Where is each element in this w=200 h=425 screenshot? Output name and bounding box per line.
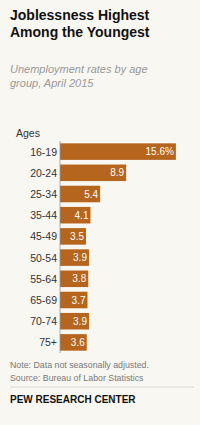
footer: PEW RESEARCH CENTER bbox=[10, 394, 136, 405]
background bbox=[0, 0, 200, 425]
title-line: Joblessness Highest bbox=[10, 7, 150, 23]
axis-line bbox=[60, 141, 61, 353]
data-label: 8.9 bbox=[110, 167, 124, 178]
chart: Joblessness HighestAmong the Youngest Une… bbox=[0, 0, 200, 425]
y-tick-label: 75+ bbox=[39, 336, 57, 348]
bar bbox=[60, 292, 87, 309]
y-tick-label: 25-34 bbox=[30, 188, 57, 200]
title-line: Among the Youngest bbox=[10, 24, 150, 40]
footer-line: PEW RESEARCH CENTER bbox=[10, 394, 136, 405]
subtitle-line: group, April 2015 bbox=[10, 77, 94, 89]
bar bbox=[60, 249, 89, 266]
data-label: 5.4 bbox=[84, 189, 98, 200]
y-tick-label: 70-74 bbox=[30, 315, 57, 327]
data-label: 3.8 bbox=[72, 273, 86, 284]
subtitle: Unemployment rates by age group, April 20… bbox=[10, 63, 148, 89]
y-tick-labels: 16-19 20-24 25-34 35-44 45-49 50-54 55-64 65-69… bbox=[30, 146, 57, 349]
y-axis-label: Ages bbox=[16, 127, 40, 139]
data-label: 3.5 bbox=[70, 231, 84, 242]
bar bbox=[60, 165, 126, 182]
bar bbox=[60, 228, 86, 245]
data-label: 4.1 bbox=[75, 210, 89, 221]
bar bbox=[60, 207, 90, 224]
subtitle-line: Unemployment rates by age bbox=[10, 63, 148, 75]
data-label: 15.6% bbox=[146, 146, 174, 157]
bar bbox=[60, 186, 100, 203]
note: Note: Data not seasonally adjusted. Sourc… bbox=[10, 360, 149, 383]
y-tick-label: 65-69 bbox=[30, 294, 57, 306]
y-tick-label: 20-24 bbox=[30, 167, 57, 179]
bar bbox=[60, 143, 176, 160]
data-label: 3.6 bbox=[71, 337, 85, 348]
note-line: Note: Data not seasonally adjusted. bbox=[10, 360, 149, 370]
bars bbox=[60, 143, 176, 350]
note-line: Source: Bureau of Labor Statistics bbox=[10, 373, 144, 383]
bar bbox=[60, 334, 87, 351]
bar bbox=[60, 313, 89, 330]
y-tick-label: 16-19 bbox=[30, 146, 57, 158]
data-label: 3.7 bbox=[72, 295, 86, 306]
data-label: 3.9 bbox=[73, 316, 87, 327]
y-tick-label: 35-44 bbox=[30, 209, 57, 221]
data-labels: 15.6% 8.9 5.4 4.1 3.5 3.9 3.8 3.7 3.9 3.6 bbox=[70, 146, 174, 348]
separator bbox=[10, 387, 194, 388]
y-tick-label: 50-54 bbox=[30, 252, 57, 264]
data-label: 3.9 bbox=[73, 252, 87, 263]
bar bbox=[60, 271, 88, 288]
y-tick-label: 45-49 bbox=[30, 230, 57, 242]
y-tick-label: 55-64 bbox=[30, 273, 57, 285]
title: Joblessness HighestAmong the Youngest bbox=[10, 7, 150, 40]
